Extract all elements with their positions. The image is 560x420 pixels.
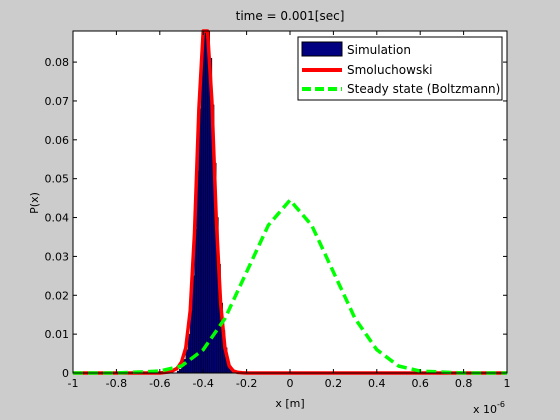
y-axis-label: P(x) [28, 192, 41, 214]
legend-label-steady-state: Steady state (Boltzmann) [347, 82, 500, 96]
legend-label-simulation: Simulation [347, 43, 411, 57]
histogram-bar-12 [202, 30, 206, 374]
histogram-bar-4 [185, 349, 189, 374]
x-tick-label-3: -0.4 [192, 377, 213, 390]
y-tick-label-1: 0.01 [45, 328, 70, 341]
y-axis-ticks: 0 0.01 0.02 0.03 0.04 0.05 0.06 0.07 0.08 [45, 56, 507, 380]
histogram-bar-1 [179, 368, 182, 374]
x-tick-label-5: 0 [287, 377, 294, 390]
x-tick-label-7: 0.4 [368, 377, 386, 390]
x-exponent-label: x 10-6 [473, 400, 505, 416]
y-tick-label-2: 0.02 [45, 289, 70, 302]
x-tick-label-9: 0.8 [455, 377, 473, 390]
legend: Simulation Smoluchowski Steady state (Bo… [297, 36, 503, 101]
x-tick-label-6: 0.2 [325, 377, 343, 390]
x-tick-label-0: -1 [68, 377, 79, 390]
y-tick-label-4: 0.04 [45, 212, 70, 225]
y-tick-label-6: 0.06 [45, 134, 70, 147]
x-exponent-power: -6 [497, 400, 505, 409]
x-tick-label-4: -0.2 [236, 377, 257, 390]
y-tick-label-8: 0.08 [45, 56, 70, 69]
legend-label-smoluchowski: Smoluchowski [347, 63, 432, 77]
x-exponent-base: x 10 [473, 403, 497, 416]
chart-title: time = 0.001[sec] [236, 9, 345, 23]
legend-swatch-simulation [301, 41, 343, 57]
histogram-bar-13 [205, 30, 208, 374]
y-tick-label-5: 0.05 [45, 173, 70, 186]
x-tick-label-8: 0.6 [411, 377, 429, 390]
x-tick-label-2: -0.6 [149, 377, 170, 390]
series-line-steady-state [73, 198, 507, 375]
histogram-bar-11 [200, 54, 204, 374]
x-axis-ticks: -1 -0.8 -0.6 -0.4 -0.2 0 0.2 0.4 0.6 0.8 1 [68, 31, 511, 390]
x-tick-label-10: 1 [504, 377, 511, 390]
x-tick-label-1: -0.8 [106, 377, 127, 390]
y-tick-label-7: 0.07 [45, 95, 70, 108]
x-axis-label: x [m] [275, 397, 304, 410]
y-tick-label-3: 0.03 [45, 250, 70, 263]
y-tick-label-0: 0 [62, 367, 69, 380]
